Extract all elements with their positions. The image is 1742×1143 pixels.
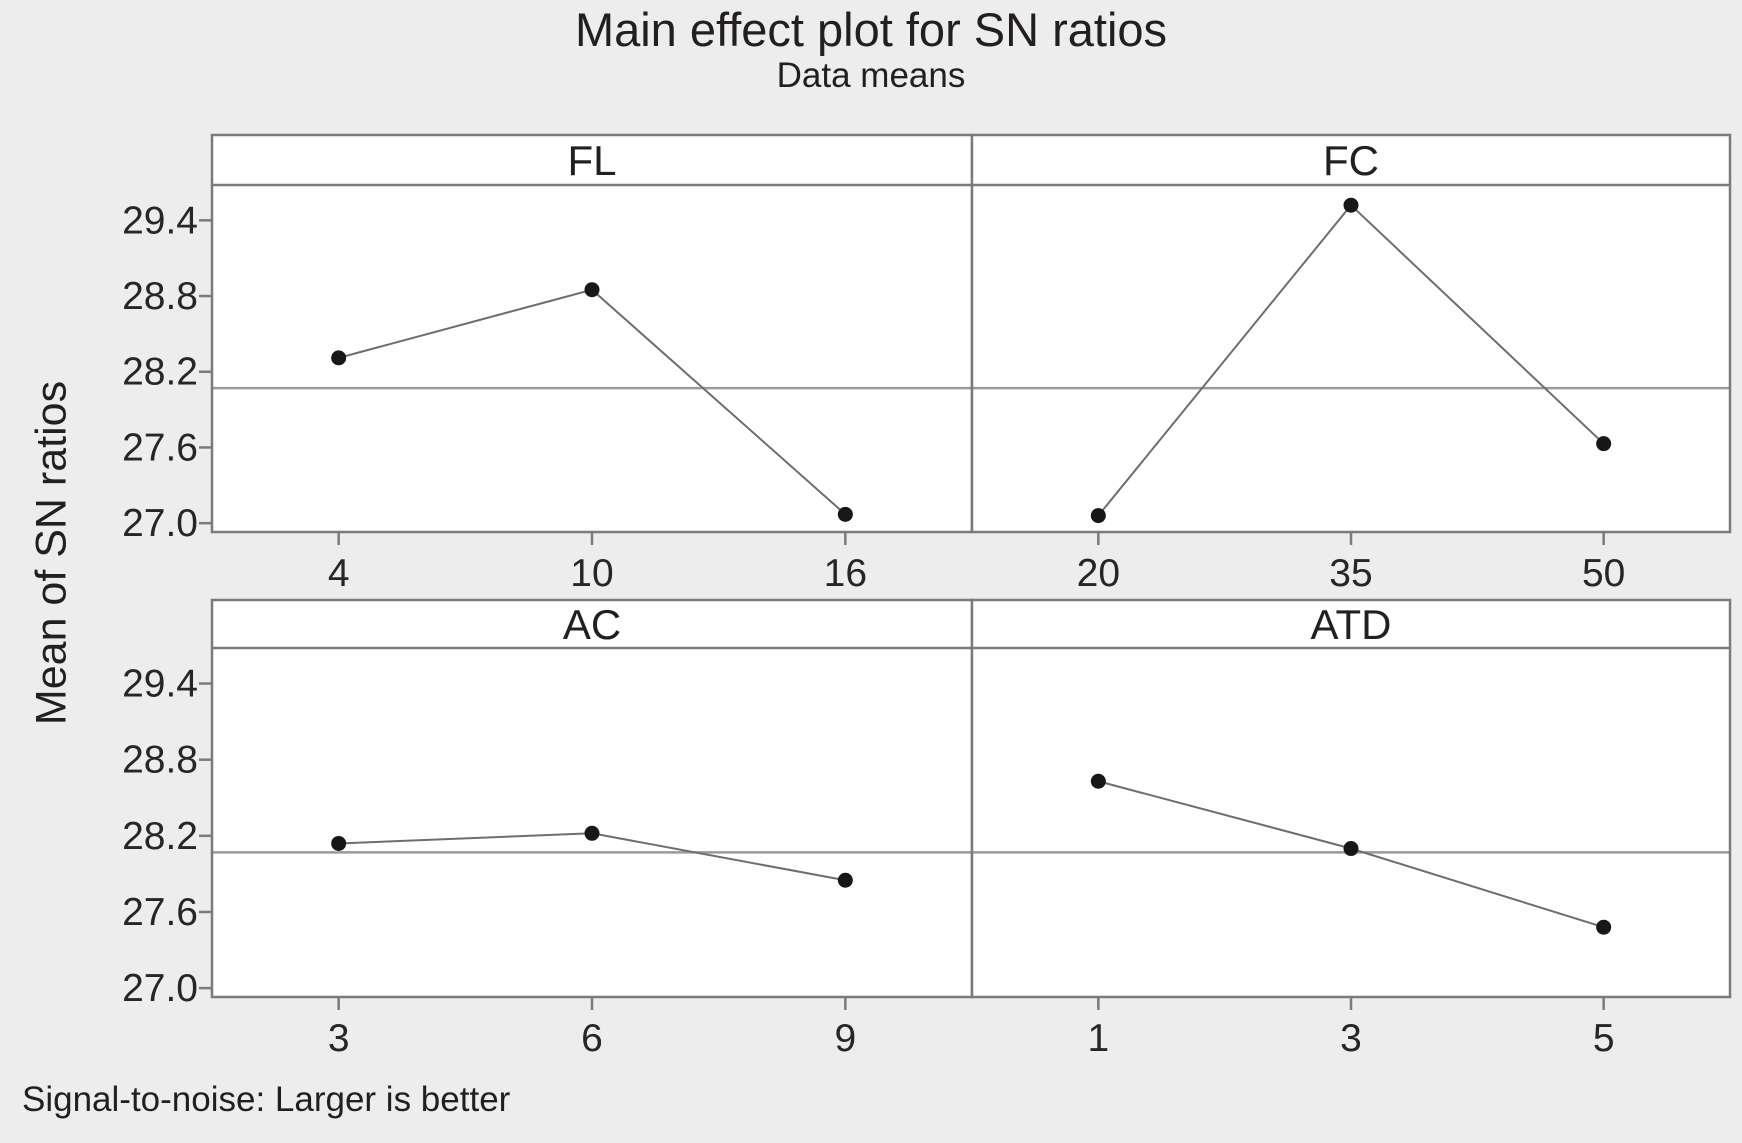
- data-point: [1343, 197, 1359, 213]
- chart-title: Main effect plot for SN ratios: [574, 3, 1168, 56]
- panel-background: [212, 135, 972, 532]
- data-point: [1343, 841, 1359, 857]
- data-point: [1596, 436, 1612, 452]
- data-point: [1596, 919, 1612, 935]
- y-tick-label: 27.0: [122, 967, 198, 1010]
- panel-fl: FL 4 10 16 29.4 28.8 28.2 27.6 27.0: [122, 133, 974, 595]
- data-point: [837, 506, 853, 522]
- x-tick-label: 4: [328, 552, 350, 595]
- data-point: [837, 872, 853, 888]
- x-tick-label: 1: [1087, 1017, 1109, 1060]
- x-tick-label: 10: [570, 552, 613, 595]
- panel-background: [212, 600, 972, 997]
- panel-atd: ATD 1 3 5: [970, 598, 1732, 1060]
- y-tick-label: 28.2: [122, 351, 198, 394]
- panel-border: [970, 133, 1732, 534]
- chart-subtitle: Data means: [776, 56, 966, 95]
- data-point: [584, 825, 600, 841]
- panel-label: FC: [1323, 137, 1379, 184]
- panel-background: [972, 600, 1730, 997]
- y-tick-label: 27.6: [122, 891, 198, 934]
- y-tick-label: 29.4: [122, 199, 198, 242]
- y-tick-label: 27.0: [122, 502, 198, 545]
- panel-border: [970, 598, 1732, 999]
- y-tick-label: 27.6: [122, 426, 198, 469]
- panel-ac: AC 3 6 9 29.4 28.8 28.2 27.6 27.0: [122, 598, 974, 1060]
- data-point: [331, 350, 347, 366]
- x-tick-label: 50: [1582, 552, 1625, 595]
- panel-fc: FC 20 35 50: [970, 133, 1732, 595]
- panel-background: [972, 135, 1730, 532]
- panel-label: FL: [567, 137, 616, 184]
- y-tick-label: 28.8: [122, 275, 198, 318]
- data-point: [1090, 773, 1106, 789]
- data-point: [584, 282, 600, 298]
- x-tick-label: 16: [824, 552, 867, 595]
- panel-label: AC: [563, 601, 621, 648]
- data-point: [331, 835, 347, 851]
- y-tick-label: 28.2: [122, 815, 198, 858]
- x-tick-label: 20: [1077, 552, 1120, 595]
- x-tick-label: 6: [581, 1017, 603, 1060]
- y-tick-label: 28.8: [122, 739, 198, 782]
- footnote: Signal-to-noise: Larger is better: [22, 1080, 511, 1119]
- panel-label: ATD: [1311, 601, 1392, 648]
- x-tick-label: 5: [1593, 1017, 1615, 1060]
- data-point: [1090, 508, 1106, 524]
- x-tick-label: 9: [834, 1017, 856, 1060]
- x-tick-label: 3: [328, 1017, 350, 1060]
- x-tick-label: 35: [1329, 552, 1372, 595]
- y-tick-label: 29.4: [122, 663, 198, 706]
- x-tick-label: 3: [1340, 1017, 1362, 1060]
